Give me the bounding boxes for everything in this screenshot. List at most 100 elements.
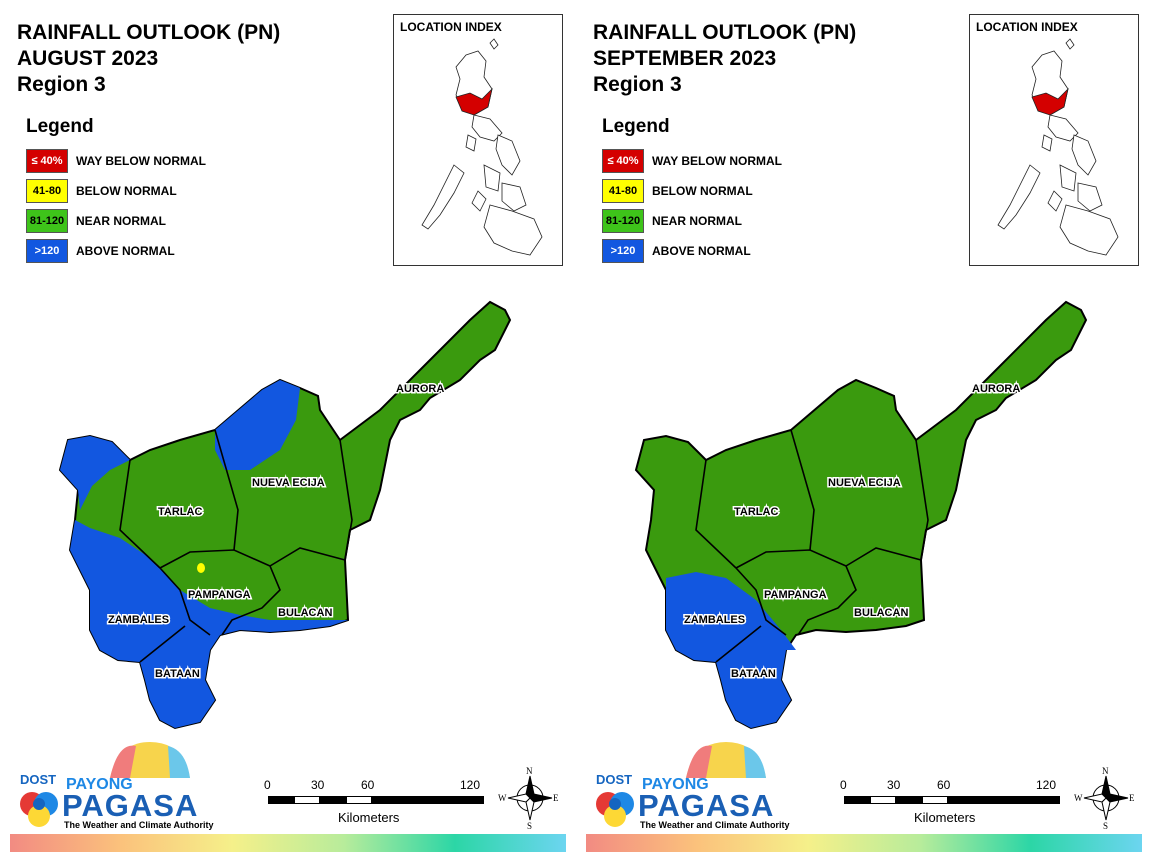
pagasa-logo: DOST PAYONG PAGASA The Weather and Clima… bbox=[594, 740, 794, 835]
location-index-map: LOCATION INDEX bbox=[969, 14, 1139, 266]
legend-swatch: >120 bbox=[26, 239, 68, 263]
legend-title: Legend bbox=[26, 116, 94, 137]
province-label-bataan: BATAAN bbox=[731, 668, 776, 680]
compass-w: W bbox=[1074, 793, 1083, 803]
compass-rose-icon: N S E W bbox=[1074, 766, 1135, 830]
province-label-aurora: AURORA bbox=[972, 383, 1020, 395]
legend-item-below-normal: 41-80 BELOW NORMAL bbox=[26, 176, 206, 206]
umbrella-icon bbox=[20, 742, 190, 827]
province-label-nueva-ecija: NUEVA ECIJA bbox=[828, 477, 901, 489]
compass-n: N bbox=[1102, 766, 1109, 776]
legend-item-way-below-normal: ≤ 40% WAY BELOW NORMAL bbox=[602, 146, 782, 176]
pagasa-tagline: The Weather and Climate Authority bbox=[640, 820, 790, 830]
legend-label: NEAR NORMAL bbox=[652, 214, 742, 228]
legend-label: WAY BELOW NORMAL bbox=[76, 154, 207, 168]
philippines-outline-icon bbox=[997, 38, 1119, 256]
province-label-pampanga: PAMPANGA bbox=[764, 589, 827, 601]
payong-text: PAYONG bbox=[642, 776, 709, 793]
legend-label: NEAR NORMAL bbox=[76, 214, 166, 228]
legend-swatch: 81-120 bbox=[26, 209, 68, 233]
legend-item-near-normal: 81-120 NEAR NORMAL bbox=[602, 206, 782, 236]
compass-e: E bbox=[553, 793, 559, 803]
compass-w: W bbox=[498, 793, 507, 803]
legend-label: WAY BELOW NORMAL bbox=[652, 154, 783, 168]
province-label-nueva-ecija: NUEVA ECIJA bbox=[252, 477, 325, 489]
map-base-near-normal bbox=[634, 300, 1088, 730]
compass-s: S bbox=[1103, 821, 1108, 830]
title-line-1: RAINFALL OUTLOOK (PN) bbox=[593, 21, 857, 44]
scale-tick: 120 bbox=[460, 778, 481, 792]
province-label-pampanga: PAMPANGA bbox=[188, 589, 251, 601]
region-3-rainfall-map: AURORA NUEVA ECIJA TARLAC PAMPANGA BULAC… bbox=[58, 300, 512, 730]
legend-swatch: 41-80 bbox=[26, 179, 68, 203]
title-line-2: SEPTEMBER 2023 bbox=[593, 47, 777, 70]
province-label-zambales: ZAMBALES bbox=[684, 614, 745, 626]
province-label-bulacan: BULACAN bbox=[854, 607, 908, 619]
legend-item-above-normal: >120 ABOVE NORMAL bbox=[26, 236, 206, 266]
payong-text: PAYONG bbox=[66, 776, 133, 793]
legend-label: BELOW NORMAL bbox=[76, 184, 177, 198]
legend-item-near-normal: 81-120 NEAR NORMAL bbox=[26, 206, 206, 236]
legend-swatch: 81-120 bbox=[602, 209, 644, 233]
province-label-tarlac: TARLAC bbox=[734, 506, 778, 518]
region-3-rainfall-map: AURORA NUEVA ECIJA TARLAC PAMPANGA BULAC… bbox=[634, 300, 1088, 730]
region-3-highlight bbox=[455, 87, 493, 116]
panel-title: RAINFALL OUTLOOK (PN) AUGUST 2023 Region… bbox=[17, 20, 280, 98]
title-line-3: Region 3 bbox=[17, 73, 106, 96]
below-normal-spot bbox=[197, 563, 205, 573]
scale-units: Kilometers bbox=[914, 810, 976, 825]
outlook-panel-september: RAINFALL OUTLOOK (PN) SEPTEMBER 2023 Reg… bbox=[576, 0, 1152, 864]
legend-item-above-normal: >120 ABOVE NORMAL bbox=[602, 236, 782, 266]
legend-swatch: >120 bbox=[602, 239, 644, 263]
map-base-near-normal bbox=[58, 300, 512, 730]
region-3-highlight bbox=[1031, 87, 1069, 116]
legend-swatch: ≤ 40% bbox=[602, 149, 644, 173]
province-label-zambales: ZAMBALES bbox=[108, 614, 169, 626]
umbrella-icon bbox=[596, 742, 766, 827]
province-label-aurora: AURORA bbox=[396, 383, 444, 395]
pagasa-text: PAGASA bbox=[62, 788, 199, 823]
province-label-bulacan: BULACAN bbox=[278, 607, 332, 619]
panel-title: RAINFALL OUTLOOK (PN) SEPTEMBER 2023 Reg… bbox=[593, 20, 856, 98]
scale-tick: 30 bbox=[311, 778, 325, 792]
scale-tick: 60 bbox=[937, 778, 951, 792]
dost-text: DOST bbox=[20, 772, 57, 787]
legend: Legend ≤ 40% WAY BELOW NORMAL 41-80 BELO… bbox=[602, 116, 782, 266]
dost-text: DOST bbox=[596, 772, 633, 787]
scale-units: Kilometers bbox=[338, 810, 400, 825]
pagasa-logo: DOST PAYONG PAGASA The Weather and Clima… bbox=[18, 740, 218, 835]
legend-swatch: ≤ 40% bbox=[26, 149, 68, 173]
scale-tick: 60 bbox=[361, 778, 375, 792]
above-normal-zone-north bbox=[215, 380, 300, 470]
legend-label: ABOVE NORMAL bbox=[76, 244, 175, 258]
philippines-outline-icon bbox=[421, 38, 543, 256]
compass-rose-icon: N S E W bbox=[498, 766, 559, 830]
location-index-title: LOCATION INDEX bbox=[976, 20, 1078, 34]
scale-tick: 120 bbox=[1036, 778, 1057, 792]
outlook-panel-august: RAINFALL OUTLOOK (PN) AUGUST 2023 Region… bbox=[10, 14, 566, 852]
title-line-1: RAINFALL OUTLOOK (PN) bbox=[17, 21, 281, 44]
title-line-2: AUGUST 2023 bbox=[17, 47, 159, 70]
compass-s: S bbox=[527, 821, 532, 830]
compass-e: E bbox=[1129, 793, 1135, 803]
above-normal-zone-northwest bbox=[60, 436, 130, 510]
scale-tick: 0 bbox=[840, 778, 847, 792]
legend-label: ABOVE NORMAL bbox=[652, 244, 751, 258]
title-line-3: Region 3 bbox=[593, 73, 682, 96]
legend-label: BELOW NORMAL bbox=[652, 184, 753, 198]
scale-tick: 30 bbox=[887, 778, 901, 792]
legend-item-below-normal: 41-80 BELOW NORMAL bbox=[602, 176, 782, 206]
legend: Legend ≤ 40% WAY BELOW NORMAL 41-80 BELO… bbox=[26, 116, 206, 266]
pagasa-tagline: The Weather and Climate Authority bbox=[64, 820, 214, 830]
location-index-title: LOCATION INDEX bbox=[400, 20, 502, 34]
above-normal-zone-southwest bbox=[70, 520, 348, 728]
province-label-bataan: BATAAN bbox=[155, 668, 200, 680]
legend-item-way-below-normal: ≤ 40% WAY BELOW NORMAL bbox=[26, 146, 206, 176]
scale-bar: 0 30 60 120 Kilometers bbox=[840, 778, 1064, 828]
province-label-tarlac: TARLAC bbox=[158, 506, 202, 518]
scale-tick: 0 bbox=[264, 778, 271, 792]
compass-n: N bbox=[526, 766, 533, 776]
footer-gradient-bar bbox=[10, 834, 566, 852]
scale-bar: 0 30 60 120 Kilometers bbox=[264, 778, 488, 828]
legend-title: Legend bbox=[602, 116, 670, 137]
